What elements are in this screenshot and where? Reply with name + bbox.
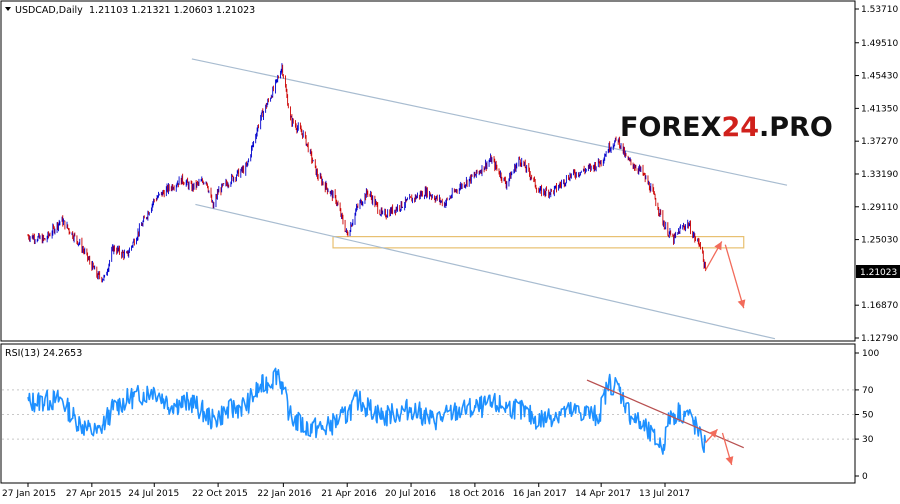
rsi-panel-frame <box>0 343 856 484</box>
time-tick-label: 27 Jan 2015 <box>2 489 56 499</box>
price-series <box>27 63 706 283</box>
rsi-trend-layer <box>586 379 744 449</box>
time-tick-label: 21 Apr 2016 <box>321 489 377 499</box>
price-arrow-down <box>724 244 745 309</box>
rsi-series <box>27 367 707 455</box>
rsi-trend-line <box>586 379 744 449</box>
time-tick-label: 18 Oct 2016 <box>449 489 505 499</box>
price-tick-label: 1.37270 <box>861 137 898 147</box>
time-tick-label: 14 Apr 2017 <box>575 489 631 499</box>
price-forecast-arrows <box>704 241 746 309</box>
time-tick-label: 13 Jul 2017 <box>639 489 690 499</box>
price-tick-label: 1.29110 <box>861 203 898 213</box>
price-tick-label: 1.45430 <box>861 72 898 82</box>
support-zone-rect <box>332 236 745 249</box>
rsi-forecast-arrows <box>704 428 734 466</box>
price-tick-label: 1.33190 <box>861 170 898 180</box>
rsi-line <box>27 367 707 455</box>
price-tick-label: 1.16870 <box>861 301 898 311</box>
ohlc-label: 1.21103 1.21321 1.20603 1.21023 <box>89 5 255 16</box>
time-tick-label: 22 Oct 2015 <box>192 489 248 499</box>
price-tick-label: 1.41350 <box>861 104 898 114</box>
forex24-pro-logo: FOREX24.PRO <box>620 112 833 143</box>
rsi-tick-label: 100 <box>862 349 879 359</box>
rsi-tick-label: 30 <box>862 435 874 445</box>
price-panel-frame <box>0 0 856 342</box>
rsi-label: RSI(13) 24.2653 <box>5 348 82 359</box>
channel-upper-line <box>191 58 788 186</box>
svg-text:1.21023: 1.21023 <box>860 268 897 278</box>
rsi-arrow-down-head <box>725 456 734 465</box>
price-tick-label: 1.49510 <box>861 39 898 49</box>
price-tick-label: 1.25030 <box>861 236 898 246</box>
time-tick-label: 27 Apr 2015 <box>66 489 122 499</box>
rsi-tick-label: 50 <box>862 411 874 421</box>
price-arrow-up-head <box>714 241 722 251</box>
time-tick-label: 20 Jul 2016 <box>385 489 436 499</box>
rsi-arrow-up-head <box>709 429 718 438</box>
channel-lower-line <box>195 203 776 340</box>
symbol-label: USDCAD,Daily <box>15 5 83 16</box>
rsi-tick-label: 0 <box>862 472 868 482</box>
support-zone-layer <box>332 236 745 249</box>
time-axis: 27 Jan 2015 27 Apr 2015 24 Jul 2015 22 Oct … <box>2 483 690 499</box>
rsi-tick-label: 70 <box>862 386 874 396</box>
price-arrow-down-head <box>737 299 746 309</box>
time-tick-label: 16 Jan 2017 <box>513 489 567 499</box>
price-tick-label: 1.12790 <box>861 334 898 344</box>
price-tick-label: 1.53710 <box>861 5 898 15</box>
svg-text:FOREX24.PRO: FOREX24.PRO <box>620 112 833 143</box>
last-price-tag: 1.21023 <box>856 265 900 278</box>
price-axis: 1.53710 1.49510 1.45430 1.41350 1.37270 1.331… <box>855 5 898 344</box>
time-tick-label: 24 Jul 2015 <box>128 489 179 499</box>
channel-layer <box>191 58 788 340</box>
time-tick-label: 22 Jan 2016 <box>257 489 311 499</box>
collapse-triangle-icon[interactable] <box>5 7 11 11</box>
